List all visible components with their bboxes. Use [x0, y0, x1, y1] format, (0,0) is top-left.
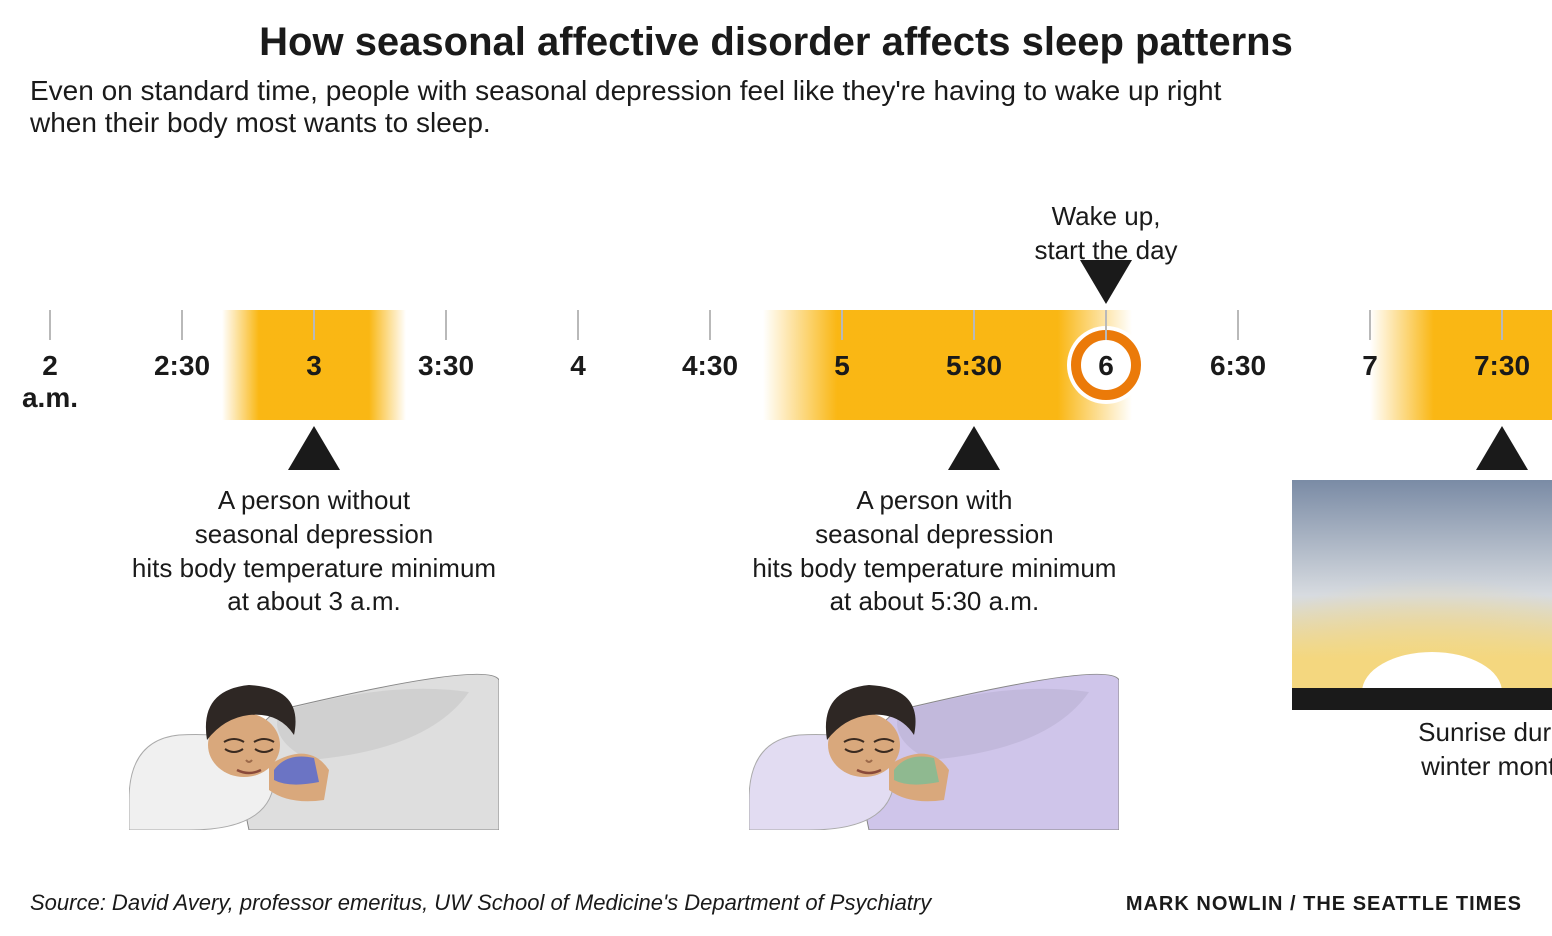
timeline-label: 4:30: [682, 350, 738, 382]
timeline-label: 4: [570, 350, 586, 382]
caption-with-sad: A person with seasonal depression hits b…: [684, 484, 1184, 619]
timeline-label: 5:30: [946, 350, 1002, 382]
sunrise-icon: [1292, 480, 1552, 715]
timeline-tick: [445, 310, 447, 340]
page-title: How seasonal affective disorder affects …: [30, 20, 1522, 65]
timeline-label: 3:30: [418, 350, 474, 382]
timeline-tick: [313, 310, 315, 340]
arrow-up-icon: [948, 426, 1000, 470]
timeline-zone: 2 a.m.2:3033:3044:3055:3066:3077:30: [30, 270, 1522, 470]
timeline-tick: [1105, 310, 1107, 340]
arrow-up-icon: [288, 426, 340, 470]
timeline-tick: [709, 310, 711, 340]
sleeper-with-sad: [749, 630, 1119, 835]
sleeper-without-sad: [129, 630, 499, 835]
timeline-tick: [973, 310, 975, 340]
caption-sunrise: Sunrise during winter months: [1252, 716, 1552, 784]
infographic-page: How seasonal affective disorder affects …: [0, 0, 1552, 936]
timeline-tick: [577, 310, 579, 340]
footer: Source: David Avery, professor emeritus,…: [30, 890, 1522, 916]
timeline: 2 a.m.2:3033:3044:3055:3066:3077:30: [50, 310, 1502, 420]
timeline-label: 3: [306, 350, 322, 382]
timeline-tick: [841, 310, 843, 340]
timeline-tick: [49, 310, 51, 340]
timeline-label: 6:30: [1210, 350, 1266, 382]
timeline-label: 2:30: [154, 350, 210, 382]
arrow-up-icon: [1476, 426, 1528, 470]
timeline-label: 7:30: [1474, 350, 1530, 382]
page-subtitle: Even on standard time, people with seaso…: [30, 75, 1522, 139]
wake-caption: Wake up, start the day: [856, 200, 1356, 268]
timeline-tick: [181, 310, 183, 340]
source-text: Source: David Avery, professor emeritus,…: [30, 890, 931, 916]
timeline-label: 7: [1362, 350, 1378, 382]
sleeper-icon: [129, 630, 499, 830]
sleeper-icon: [749, 630, 1119, 830]
timeline-tick: [1501, 310, 1503, 340]
credit-text: MARK NOWLIN / THE SEATTLE TIMES: [1126, 893, 1522, 916]
timeline-label: 5: [834, 350, 850, 382]
timeline-label: 2 a.m.: [22, 350, 78, 414]
timeline-tick: [1369, 310, 1371, 340]
timeline-label: 6: [1098, 350, 1114, 382]
timeline-tick: [1237, 310, 1239, 340]
caption-no-sad: A person without seasonal depression hit…: [64, 484, 564, 619]
